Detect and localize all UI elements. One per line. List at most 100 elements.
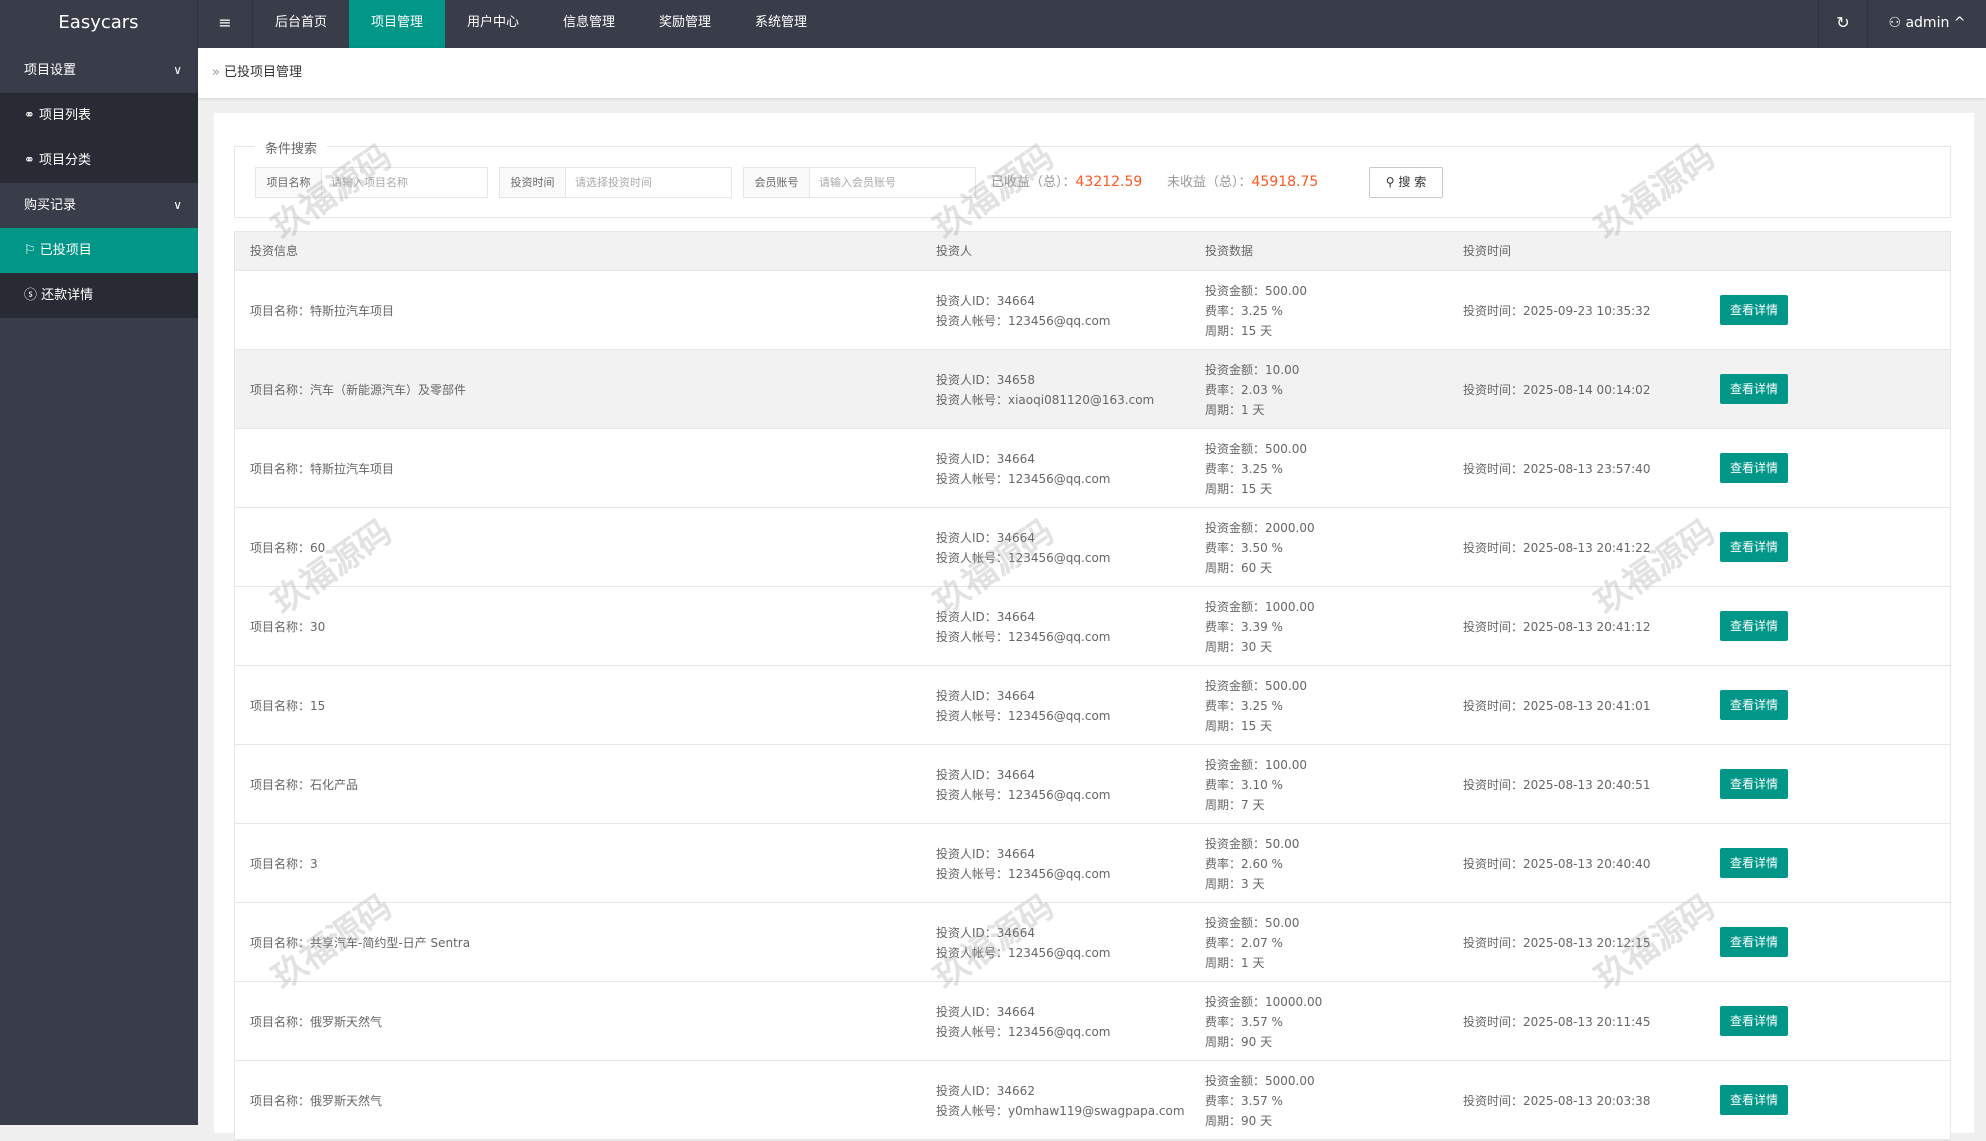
view-detail-button[interactable]: 查看详情 (1720, 769, 1788, 799)
cell: 投资人ID：34664 投资人帐号：123456@qq.com (936, 587, 1111, 666)
cell-acct: 投资人帐号：123456@qq.com (936, 471, 1111, 486)
table-row: 项目名称：特斯拉汽车项目 投资人ID：34664 投资人帐号：123456@qq.c… (235, 271, 1950, 350)
view-detail-button[interactable]: 查看详情 (1720, 927, 1788, 957)
sidebar: 项目设置 ∨ ⚭ 项目列表 ⚭ 项目分类 购买记录 ∨ ⚐ 已投项目 ⓢ 还款详情 (0, 48, 198, 1125)
nav-item[interactable]: 用户中心 (466, 15, 519, 30)
col-header: 投资数据 (1205, 244, 1254, 258)
nav-item[interactable]: 系统管理 (754, 15, 807, 30)
view-detail-button[interactable]: 查看详情 (1720, 532, 1788, 562)
unearned-total: 未收益（总）：45918.75 (1167, 167, 1318, 198)
cell-amount: 投资金额：500.00 (1205, 283, 1307, 298)
view-detail-button[interactable]: 查看详情 (1720, 295, 1788, 325)
cell-period: 周期：1 天 (1205, 955, 1265, 970)
breadcrumb: » 已投项目管理 (198, 48, 1986, 98)
cell: 投资时间：2025-08-13 20:40:51 (1463, 745, 1650, 824)
view-detail-button[interactable]: 查看详情 (1720, 690, 1788, 720)
cell-amount: 投资金额：100.00 (1205, 757, 1307, 772)
member-account-input[interactable] (810, 168, 975, 197)
view-detail-button[interactable]: 查看详情 (1720, 611, 1788, 641)
cell: 投资金额：2000.00 费率：3.50 % 周期：60 天 (1205, 508, 1315, 587)
table-row: 项目名称：特斯拉汽车项目 投资人ID：34664 投资人帐号：123456@qq.c… (235, 429, 1950, 508)
cell-time: 投资时间：2025-09-23 10:35:32 (1463, 303, 1651, 318)
link-icon: ⚭ (24, 108, 40, 123)
cell-rate: 费率：3.25 % (1205, 303, 1283, 318)
project-name-input[interactable] (322, 168, 487, 197)
nav-item[interactable]: 后台首页 (274, 15, 327, 30)
nav-item[interactable]: 奖励管理 (658, 15, 711, 30)
flag-icon: ⚐ (24, 243, 40, 258)
member-account-field: 会员账号 (743, 167, 976, 198)
refresh-icon[interactable]: ↻ (1818, 0, 1868, 48)
view-detail-button[interactable]: 查看详情 (1720, 1006, 1788, 1036)
cell-acct: 投资人帐号：123456@qq.com (936, 708, 1111, 723)
user-menu[interactable]: ⚇ admin ^ (1868, 0, 1986, 48)
cell-period: 周期：15 天 (1205, 481, 1273, 496)
cell-acct: 投资人帐号：123456@qq.com (936, 550, 1111, 565)
table-row: 项目名称：共享汽车-简约型-日产 Sentra 投资人ID：34664 投资人帐号：… (235, 903, 1950, 982)
cell: 投资金额：10000.00 费率：3.57 % 周期：90 天 (1205, 982, 1322, 1061)
cell-amount: 投资金额：1000.00 (1205, 599, 1315, 614)
invest-time-input[interactable] (566, 168, 731, 197)
menu-toggle-icon[interactable]: ≡ (198, 0, 253, 48)
cell-acct: 投资人帐号：123456@qq.com (936, 629, 1111, 644)
nav-item[interactable]: 信息管理 (562, 15, 615, 30)
sidebar-group-label: 项目设置 (24, 63, 77, 78)
cell-name: 项目名称：特斯拉汽车项目 (250, 303, 395, 318)
link-icon: ⚭ (24, 153, 40, 168)
cell-name: 项目名称：特斯拉汽车项目 (250, 461, 395, 476)
sidebar-item-label: 已投项目 (39, 243, 92, 258)
cell: 投资时间：2025-08-13 20:40:40 (1463, 824, 1650, 903)
cell-period: 周期：3 天 (1205, 876, 1265, 891)
logo: Easycars (0, 0, 198, 48)
search-legend: 条件搜索 (255, 138, 328, 157)
view-detail-button[interactable]: 查看详情 (1720, 374, 1788, 404)
search-button[interactable]: ⚲ 搜 索 (1369, 167, 1443, 198)
table-row: 项目名称：俄罗斯天然气 投资人ID：34664 投资人帐号：123456@qq.co… (235, 982, 1950, 1061)
nav-item[interactable]: 项目管理 (349, 0, 445, 48)
cell-amount: 投资金额：10000.00 (1205, 994, 1323, 1009)
cell: 投资时间：2025-08-13 20:41:12 (1463, 587, 1650, 666)
cell-period: 周期：15 天 (1205, 718, 1273, 733)
cell: 投资金额：500.00 费率：3.25 % 周期：15 天 (1205, 271, 1307, 350)
sidebar-item[interactable]: ⚭ 项目列表 (0, 93, 198, 138)
table-row: 项目名称：30 投资人ID：34664 投资人帐号：123456@qq.com 投资金… (235, 587, 1950, 666)
table-row: 项目名称：15 投资人ID：34664 投资人帐号：123456@qq.com 投资金… (235, 666, 1950, 745)
cell-name: 项目名称：汽车（新能源汽车）及零部件 (250, 382, 467, 397)
cell-rate: 费率：3.10 % (1205, 777, 1283, 792)
cell: 投资金额：100.00 费率：3.10 % 周期：7 天 (1205, 745, 1307, 824)
cell-rate: 费率：3.25 % (1205, 698, 1283, 713)
cell-name: 项目名称：3 (250, 856, 318, 871)
sidebar-item-label: 项目分类 (39, 153, 92, 168)
cell-id: 投资人ID：34664 (936, 688, 1035, 703)
earned-total: 已收益（总）：43212.59 (991, 167, 1142, 198)
cell-amount: 投资金额：50.00 (1205, 836, 1300, 851)
view-detail-button[interactable]: 查看详情 (1720, 1085, 1788, 1115)
sidebar-item[interactable]: ⓢ 还款详情 (0, 273, 198, 318)
cell-id: 投资人ID：34664 (936, 1004, 1035, 1019)
cell: 项目名称：共享汽车-简约型-日产 Sentra (250, 903, 470, 982)
cell: 投资人ID：34664 投资人帐号：123456@qq.com (936, 903, 1111, 982)
cell: 项目名称：特斯拉汽车项目 (250, 429, 394, 508)
cell-time: 投资时间：2025-08-13 20:11:45 (1463, 1014, 1651, 1029)
sidebar-group-label: 购买记录 (24, 198, 77, 213)
unearned-label: 未收益（总）： (1167, 175, 1252, 190)
cell: 项目名称：3 (250, 824, 318, 903)
sidebar-item-label: 还款详情 (41, 288, 94, 303)
sidebar-group[interactable]: 购买记录 ∨ (0, 183, 198, 228)
cell-time: 投资时间：2025-08-13 20:41:01 (1463, 698, 1651, 713)
cell-acct: 投资人帐号：123456@qq.com (936, 787, 1111, 802)
cell-rate: 费率：3.25 % (1205, 461, 1283, 476)
cell: 投资金额：5000.00 费率：3.57 % 周期：90 天 (1205, 1061, 1315, 1140)
view-detail-button[interactable]: 查看详情 (1720, 848, 1788, 878)
chevron-down-icon: ∨ (173, 198, 182, 212)
table-header: 投资信息 投资人 投资数据 投资时间 (235, 232, 1950, 271)
cell: 投资金额：500.00 费率：3.25 % 周期：15 天 (1205, 429, 1307, 508)
cell: 项目名称：60 (250, 508, 325, 587)
sidebar-item[interactable]: ⚐ 已投项目 (0, 228, 198, 273)
cell-id: 投资人ID：34658 (936, 372, 1035, 387)
view-detail-button[interactable]: 查看详情 (1720, 453, 1788, 483)
cell-name: 项目名称：俄罗斯天然气 (250, 1014, 383, 1029)
cell-name: 项目名称：30 (250, 619, 326, 634)
sidebar-group[interactable]: 项目设置 ∨ (0, 48, 198, 93)
sidebar-item[interactable]: ⚭ 项目分类 (0, 138, 198, 183)
